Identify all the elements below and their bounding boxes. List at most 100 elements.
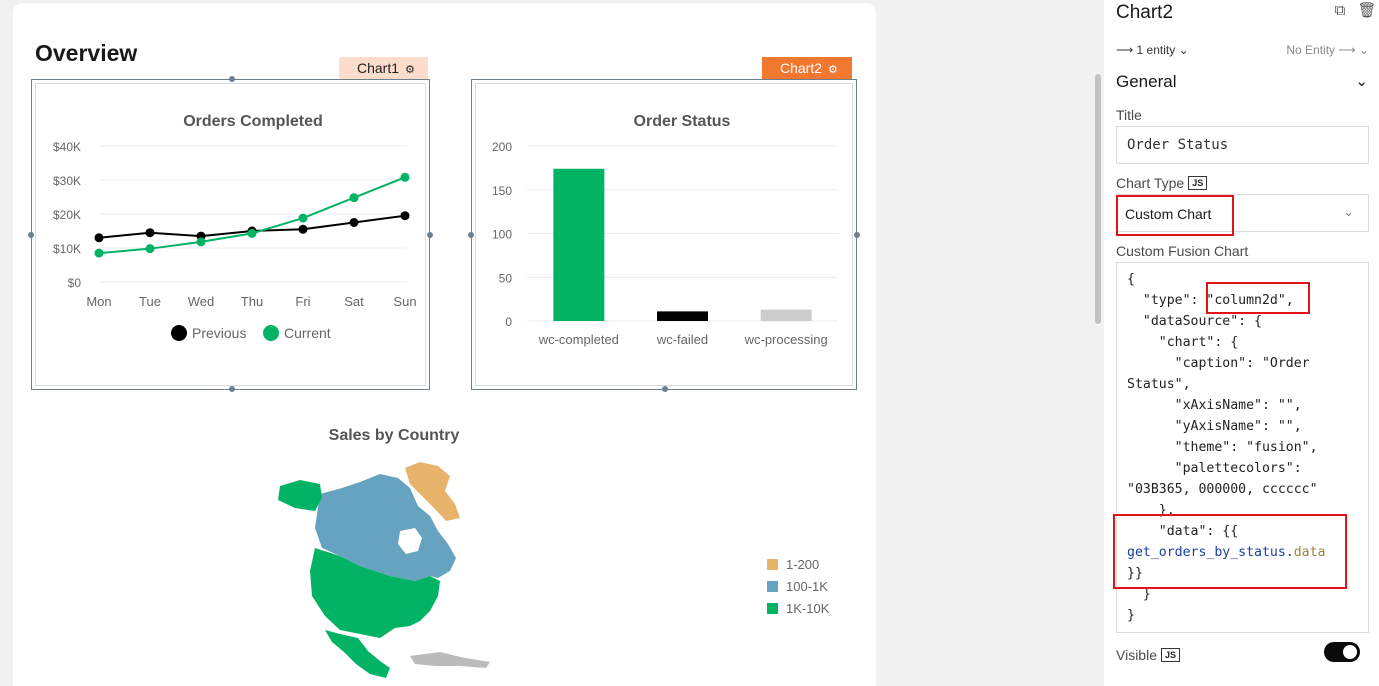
title-label: Title [1116,107,1142,123]
binding-query-name: get_orders_by_status. [1127,545,1294,560]
series-line-current [98,176,406,255]
code-line: } [1127,608,1135,623]
gear-icon[interactable]: ⚙ [405,64,415,76]
code-line: "chart": { [1127,335,1239,350]
data-point[interactable] [145,228,155,238]
data-point[interactable] [349,193,359,203]
binding-property: data [1293,545,1326,560]
highlight-data-binding [1113,514,1347,589]
chevron-down-icon: ⌄ [1355,73,1368,90]
resize-handle[interactable] [468,232,474,238]
map-region-canada [315,474,456,581]
chart-title: Order Status [634,113,731,130]
highlight-type-value [1206,282,1310,314]
data-point[interactable] [196,237,206,247]
visible-label: Visible JS [1116,647,1181,663]
chart1-inner-border [35,83,426,386]
legend-previous-label: Previous [192,325,246,341]
gear-icon[interactable]: ⚙ [828,64,838,76]
data-point[interactable] [247,228,257,238]
data-point[interactable] [298,224,308,234]
chart-type-select[interactable]: Custom Chart ⌄ [1116,194,1369,232]
data-point[interactable] [94,233,104,243]
js-toggle[interactable]: JS [1161,648,1181,662]
code-line: "xAxisName": "", [1127,398,1302,413]
legend-swatch-1-200 [767,559,778,570]
no-entity-link[interactable]: No Entity ⟶ ⌄ [1286,43,1369,57]
code-line: }} [1127,566,1143,581]
chart1-widget-tag[interactable]: Chart1 ⚙ [339,57,428,79]
y-tick-label: $40K [53,140,81,154]
x-tick-label: Wed [188,294,215,309]
entity-link-label: 1 entity [1136,43,1176,57]
code-line: "caption": "Order [1127,356,1310,371]
entity-link[interactable]: ⟶ 1 entity ⌄ [1116,43,1189,57]
x-tick-label: Fri [295,294,310,309]
code-line: "dataSource": { [1127,314,1262,329]
trash-icon[interactable]: 🗑 [1357,2,1377,19]
bar-wc-completed[interactable] [553,168,605,321]
resize-handle[interactable] [28,232,34,238]
order-status-chart: Order Status 200 150 100 50 0 wc-completed wc… [492,113,838,347]
chart2-inner-border [475,83,853,386]
code-line: "data": {{ [1127,524,1239,539]
legend-label-1-200: 1-200 [786,557,819,572]
legend-current-label: Current [284,325,331,341]
resize-handle[interactable] [662,386,668,392]
y-tick-label: $20K [53,208,81,222]
page-title: Overview [35,40,138,66]
copy-icon[interactable]: ⧉ [1334,2,1346,19]
data-point[interactable] [298,213,308,223]
map-north-america [278,462,490,678]
data-point[interactable] [349,218,359,227]
visible-label-text: Visible [1116,647,1157,663]
resize-handle[interactable] [854,232,860,238]
resize-handle[interactable] [427,232,433,238]
bar-wc-processing[interactable] [760,309,812,321]
y-tick-label: $30K [53,174,81,188]
x-tick-label: Mon [86,294,111,309]
no-entity-label: No Entity [1286,43,1336,57]
visible-toggle[interactable] [1324,642,1360,662]
x-tick-label: wc-failed [656,332,708,347]
map-region-caribbean [410,652,490,668]
canvas-scrollbar-thumb[interactable] [1095,74,1101,324]
section-general[interactable]: General ⌄ [1116,72,1368,92]
y-tick-label: $0 [68,276,82,290]
data-point[interactable] [94,248,104,258]
widget-name[interactable]: Chart2 [1116,2,1174,23]
x-tick-label: wc-completed [538,332,619,347]
legend-label-1k-10k: 1K-10K [786,601,830,616]
x-tick-label: Tue [139,294,161,309]
data-point[interactable] [400,172,410,182]
code-line: } [1127,587,1151,602]
chart1-tag-label: Chart1 [357,60,400,76]
chevron-down-icon: ⌄ [1343,204,1354,219]
title-input[interactable] [1116,126,1369,164]
custom-fusion-chart-label: Custom Fusion Chart [1116,243,1249,259]
custom-fusion-chart-editor[interactable]: { "type": "column2d", "dataSource": { "c… [1116,262,1369,633]
chart-title: Orders Completed [183,113,323,130]
js-toggle[interactable]: JS [1188,176,1208,190]
map-region-canada-bay [398,528,422,554]
chart1-widget[interactable]: Orders Completed $40K $30K $20K $10K $0 Mon T… [31,79,430,390]
resize-handle[interactable] [229,386,235,392]
toggle-knob [1343,645,1357,659]
code-line: "theme": "fusion", [1127,440,1318,455]
property-pane: Chart2 ⧉ 🗑 ⟶ 1 entity ⌄ No Entity ⟶ ⌄ Ge… [1104,0,1379,686]
chart2-tag-label: Chart2 [780,60,823,76]
x-tick-label: wc-processing [744,332,828,347]
chart2-widget[interactable]: Order Status 200 150 100 50 0 wc-completed wc… [471,79,857,390]
x-tick-label: Sun [393,294,416,309]
chart-type-label: Chart Type JS [1116,175,1208,191]
data-point[interactable] [145,244,155,254]
map-region-mexico [325,630,390,678]
resize-handle[interactable] [229,76,235,82]
map-region-greenland [405,462,460,521]
chart2-widget-tag[interactable]: Chart2 ⚙ [762,57,852,79]
bar-wc-failed[interactable] [657,311,708,321]
data-point[interactable] [400,211,410,221]
map-region-usa [310,548,440,638]
x-tick-label: Thu [241,294,263,309]
code-line: "type": "column2d", [1127,293,1294,308]
